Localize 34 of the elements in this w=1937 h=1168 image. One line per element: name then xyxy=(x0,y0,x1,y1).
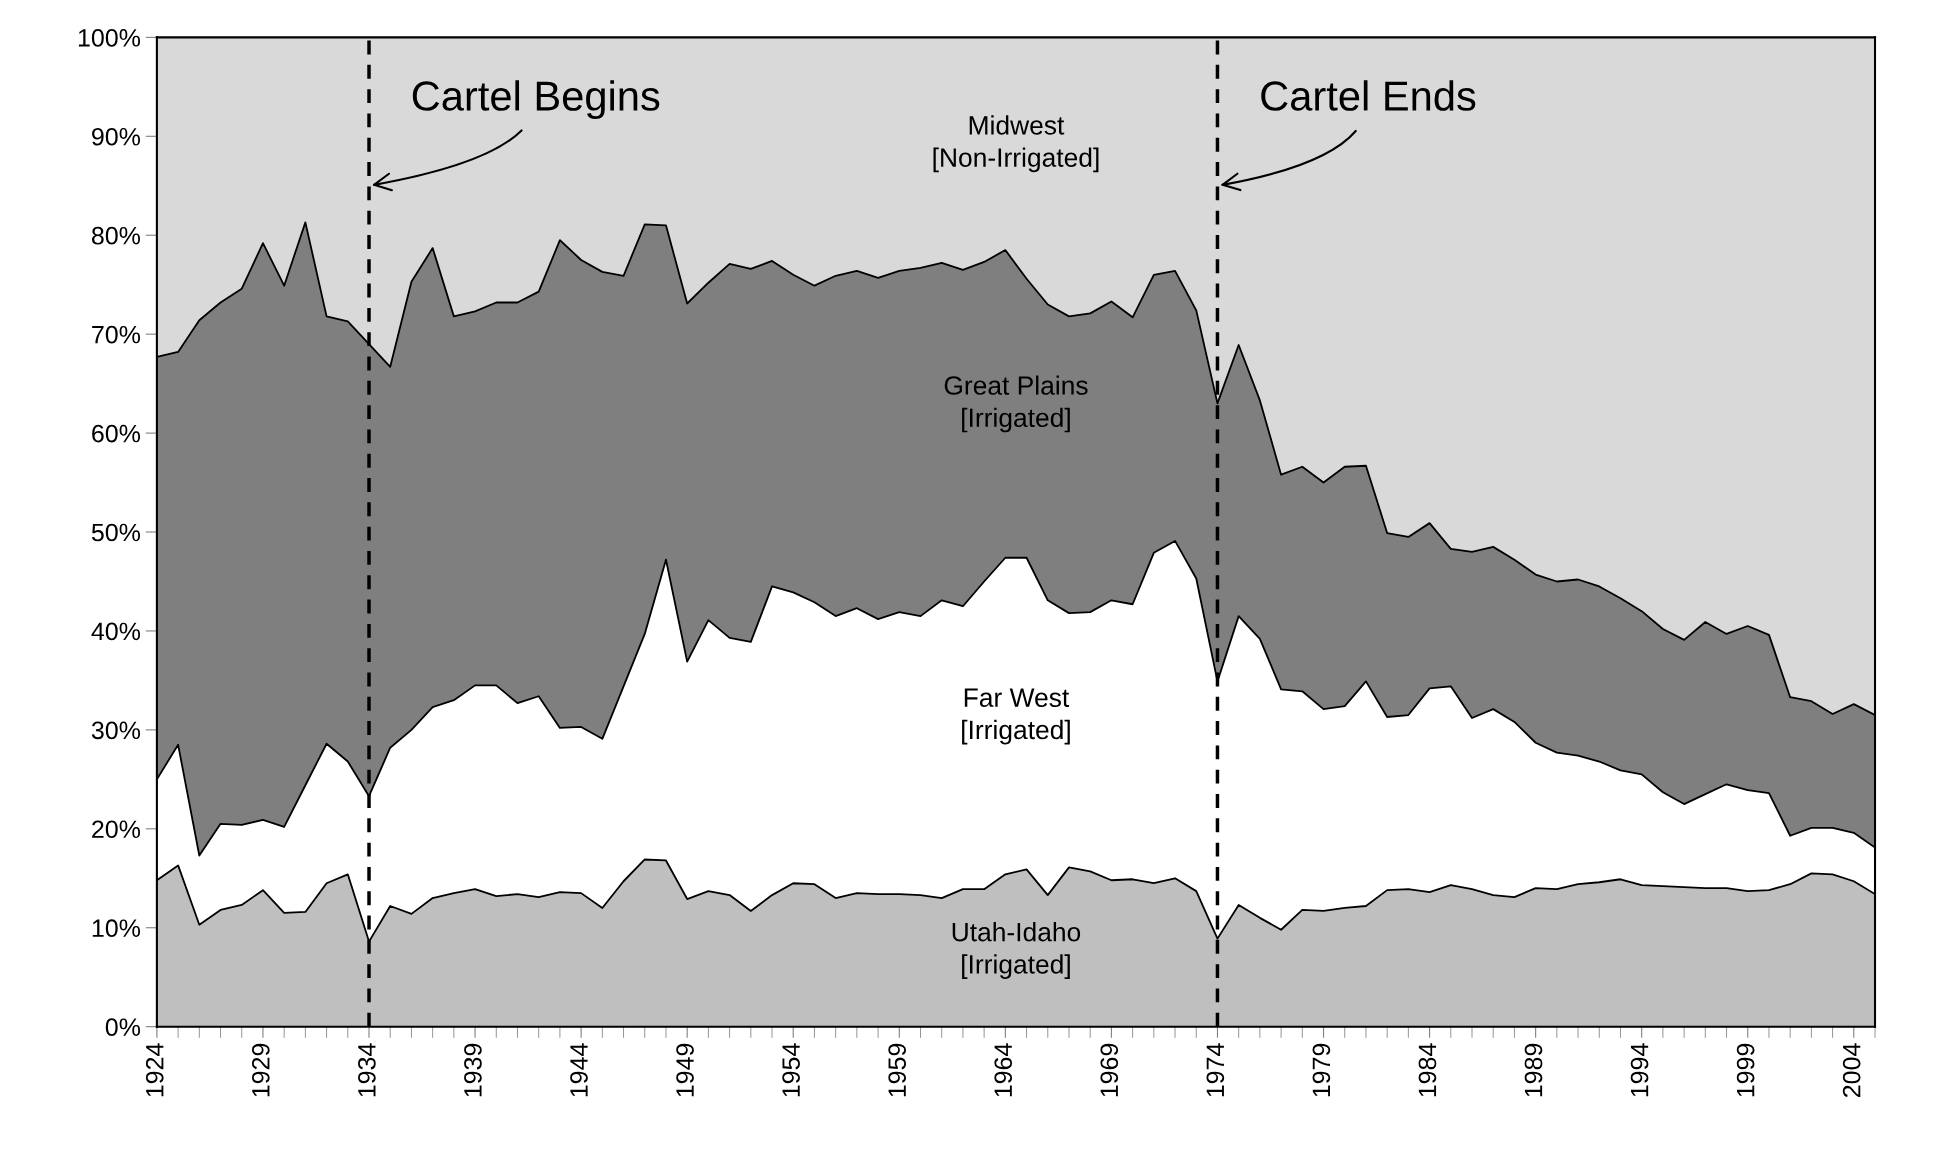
ref-line-label: Cartel Begins xyxy=(412,80,660,120)
x-tick-label: 1944 xyxy=(570,1043,588,1097)
y-tick-label: 80% xyxy=(91,226,141,245)
x-tick-label: 1924 xyxy=(145,1043,164,1097)
y-tick-label: 0% xyxy=(105,1018,141,1036)
series-label: Midwest [Non-Irrigated] xyxy=(933,115,1099,173)
y-tick-label: 10% xyxy=(92,919,141,938)
series-label: Utah-Idaho [Irrigated] xyxy=(952,922,1081,979)
y-tick-label: 20% xyxy=(92,820,141,839)
x-tick-label: 1934 xyxy=(358,1043,376,1097)
y-tick-label: 90% xyxy=(92,127,141,146)
x-tick-label: 1964 xyxy=(994,1043,1013,1097)
series-label: Far West [Irrigated] xyxy=(962,688,1070,745)
x-tick-label: 1929 xyxy=(251,1043,270,1097)
y-tick-label: 70% xyxy=(92,325,141,344)
x-tick-label: 1979 xyxy=(1312,1043,1331,1097)
x-tick-label: 1994 xyxy=(1630,1043,1649,1097)
x-tick-label: 2004 xyxy=(1842,1043,1861,1097)
x-tick-label: 1999 xyxy=(1736,1043,1755,1097)
y-tick-label: 30% xyxy=(91,721,141,740)
x-tick-label: 1984 xyxy=(1418,1043,1437,1097)
y-tick-label: 50% xyxy=(91,523,141,542)
y-tick-label: 40% xyxy=(91,622,141,641)
x-tick-label: 1939 xyxy=(464,1043,482,1097)
x-tick-label: 1969 xyxy=(1100,1043,1119,1097)
x-tick-label: 1989 xyxy=(1524,1043,1543,1097)
series-label: Great Plains [Irrigated] xyxy=(944,375,1088,433)
y-tick-label: 60% xyxy=(92,424,141,443)
x-tick-label: 1949 xyxy=(676,1043,694,1097)
x-tick-label: 1974 xyxy=(1206,1043,1225,1097)
x-tick-label: 1954 xyxy=(782,1043,800,1097)
y-tick-label: 100% xyxy=(78,28,141,47)
ref-line-label: Cartel Ends xyxy=(1261,80,1476,111)
x-tick-label: 1959 xyxy=(888,1043,907,1097)
